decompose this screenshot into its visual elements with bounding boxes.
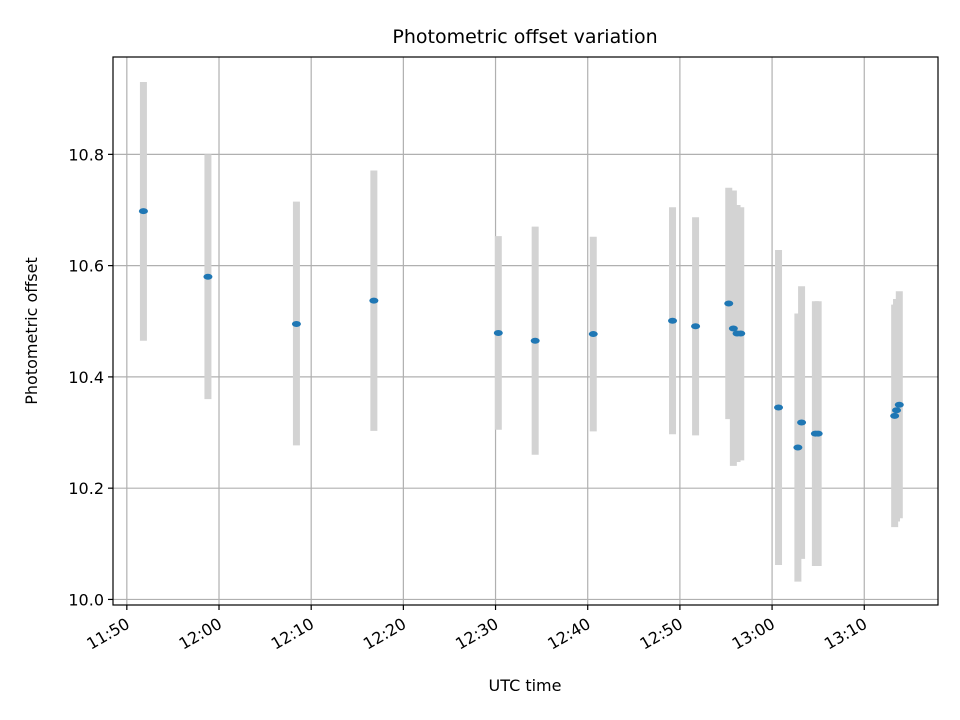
- data-point: [668, 317, 678, 324]
- data-point: [203, 273, 213, 280]
- data-point: [892, 407, 902, 414]
- y-tick-label: 10.6: [68, 257, 104, 276]
- plot-frame: [112, 56, 939, 606]
- data-point: [691, 323, 701, 330]
- data-point: [793, 444, 803, 451]
- data-point: [728, 325, 738, 332]
- data-point: [894, 401, 904, 408]
- data-point: [774, 404, 784, 411]
- data-point: [369, 297, 379, 304]
- data-points: [138, 208, 904, 451]
- data-point: [493, 329, 503, 336]
- y-axis-label: Photometric offset: [22, 257, 41, 405]
- data-point: [813, 430, 823, 437]
- data-point: [588, 331, 598, 338]
- y-tick-label: 10.4: [68, 368, 104, 387]
- chart-title: Photometric offset variation: [392, 26, 657, 48]
- data-point: [890, 412, 900, 419]
- y-tick-label: 10.2: [68, 479, 104, 498]
- data-point: [291, 321, 301, 328]
- x-axis-label: UTC time: [489, 676, 562, 695]
- data-point: [138, 208, 148, 215]
- data-point: [797, 419, 807, 426]
- data-point: [724, 300, 734, 307]
- y-tick-label: 10.8: [68, 145, 104, 164]
- y-tick-label: 10.0: [68, 590, 104, 609]
- data-point: [736, 330, 746, 337]
- data-point: [530, 337, 540, 344]
